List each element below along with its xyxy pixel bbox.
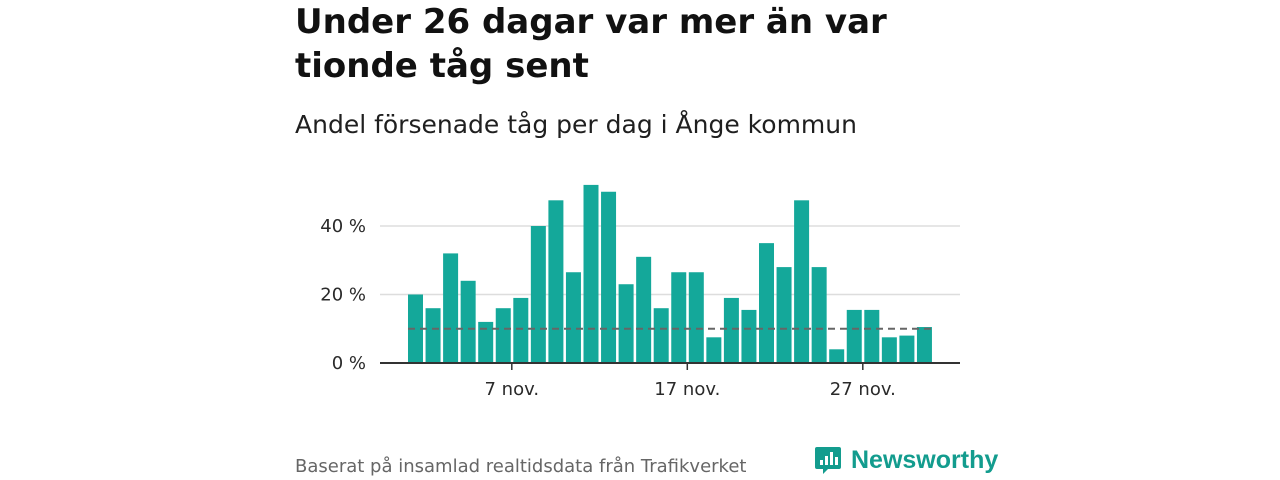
source-note: Baserat på insamlad realtidsdata från Tr… <box>295 456 747 477</box>
bar <box>741 309 757 363</box>
bar <box>776 267 792 363</box>
y-tick-label: 0 % <box>332 353 366 374</box>
brand-logo[interactable]: Newsworthy <box>814 445 998 475</box>
bars <box>408 184 932 364</box>
bar <box>530 226 546 363</box>
bar <box>671 272 687 363</box>
bar <box>916 327 932 363</box>
chart-title: Under 26 dagar var mer än var tionde tåg… <box>295 2 887 86</box>
bar <box>601 191 617 363</box>
bar <box>618 284 634 363</box>
bar <box>653 308 669 363</box>
chart-subtitle: Andel försenade tåg per dag i Ånge kommu… <box>295 110 857 139</box>
bar <box>846 309 862 363</box>
bar <box>794 200 810 363</box>
grid-lines <box>380 225 960 296</box>
bar <box>495 308 511 363</box>
bar <box>478 321 494 363</box>
bar <box>881 337 897 363</box>
bar <box>565 272 581 363</box>
x-tick-label: 7 nov. <box>485 379 540 400</box>
bar <box>829 349 845 363</box>
x-tick-label: 27 nov. <box>830 379 896 400</box>
bar <box>443 253 459 363</box>
bar <box>460 280 476 363</box>
bar <box>706 337 722 363</box>
x-tick-label: 17 nov. <box>654 379 720 400</box>
bar <box>759 243 774 364</box>
bar-chart: 0 % 20 % 40 % 7 nov. 17 nov. 27 nov. <box>320 184 960 400</box>
y-tick-label: 20 % <box>320 285 366 306</box>
bar <box>425 308 441 363</box>
bar <box>811 267 827 363</box>
bar <box>864 309 880 363</box>
bar <box>408 294 423 363</box>
newsworthy-logo-icon <box>815 447 841 474</box>
axes: 0 % 20 % 40 % 7 nov. 17 nov. 27 nov. <box>320 216 960 400</box>
bar <box>513 297 529 363</box>
brand-name: Newsworthy <box>851 445 999 474</box>
bar <box>688 272 704 363</box>
y-tick-label: 40 % <box>320 216 366 237</box>
bar <box>899 335 915 363</box>
bar <box>636 256 652 363</box>
bar <box>583 184 599 363</box>
bar <box>723 297 739 363</box>
bar <box>548 200 564 363</box>
